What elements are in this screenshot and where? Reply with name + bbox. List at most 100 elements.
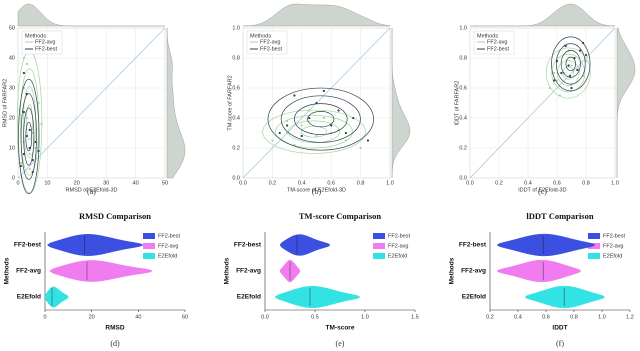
x-tick-label: 1.5 [411,314,419,320]
point [576,68,579,72]
legend-title: Methods [25,33,46,39]
density-contour [26,103,33,141]
chart-title: RMSD Comparison [79,211,151,221]
x-tick-label: 0.6 [327,180,335,186]
point [564,44,567,48]
y-tick-label: 50 [9,25,15,31]
point [22,110,25,114]
y-tick-label: 0.6 [459,85,467,91]
y-tick-label: FF2-best [14,242,42,249]
density-contour [294,103,348,136]
y-tick-label: 0.8 [459,55,467,61]
point [573,56,576,60]
legend-label: FF2-best [260,46,282,52]
legend-swatch [143,233,155,239]
legend-label: E2Efold [603,253,622,259]
x-tick-label: 0.0 [239,180,247,186]
point [579,49,582,52]
y-tick-label: 10 [9,145,15,151]
y-tick-label: 30 [9,85,15,91]
y-tick-label: 0.2 [232,145,240,151]
legend-label: FF2-avg [388,243,408,249]
legend-label: FF2-best [603,233,625,239]
point [300,124,303,127]
x-tick-label: 30 [103,180,109,186]
density-contour [545,47,591,99]
marginal-density [166,27,186,179]
y-tick-label: 1.0 [232,25,240,31]
marginal-density [470,3,616,27]
x-axis-label: RMSD of E2Efold-3D [66,187,118,193]
point [271,139,274,142]
density-contour [20,93,37,180]
violin [524,285,606,309]
point [34,140,37,144]
point [278,131,281,135]
legend-swatch [143,253,155,259]
point [25,62,28,66]
y-axis-label: TM-score of FARFAR2 [227,75,233,130]
density-contour [551,53,586,93]
x-tick-label: 0.6 [553,180,561,186]
point [25,116,28,120]
x-tick-label: 1.0 [611,180,619,186]
density-contour [280,95,361,143]
point [558,94,562,97]
y-tick-label: E2Efold [237,294,261,301]
marginal-density [616,27,636,178]
point [548,86,551,90]
violin [44,286,69,308]
density-contour [307,111,335,128]
y-tick-label: 20 [9,115,15,121]
legend-swatch [373,243,385,249]
point [570,64,573,67]
density-contour [262,109,366,154]
point [584,53,588,57]
y-axis-label: Methods [4,257,11,284]
x-tick-label: 60 [182,314,188,320]
chart-title: lDDT Comparison [526,211,593,221]
density-contour [300,125,328,138]
density-contour [551,36,591,92]
density-contour [23,107,35,166]
point [308,116,311,120]
point [19,164,23,168]
point [22,152,25,156]
x-axis-label: RMSD [105,325,124,332]
x-tick-label: 0.4 [524,180,532,186]
point [315,101,318,105]
point [286,131,289,135]
point [28,128,31,132]
point [22,71,25,75]
point [337,109,340,112]
point [582,41,585,45]
y-tick-label: 40 [9,55,15,61]
legend-box [21,30,63,55]
y-tick-label: 1.0 [459,25,467,31]
caption: (c) [538,187,547,196]
point [359,146,362,150]
marginal-density [242,3,391,27]
point [553,79,556,82]
legend-label: FF2-avg [487,39,507,45]
violin [279,234,331,256]
point [40,122,43,126]
x-axis-label: TM-score of E2Efold-3D [287,187,346,193]
x-tick-label: 0.2 [269,180,277,186]
y-tick-label: 0.0 [459,175,467,181]
x-tick-label: 0.0 [466,180,474,186]
point [286,124,289,127]
point [19,161,23,165]
point [553,71,556,75]
y-tick-label: 0.6 [232,85,240,91]
x-tick-label: 0.2 [486,314,494,320]
point [567,64,570,67]
y-tick-label: 0.8 [232,55,240,61]
violin [274,285,361,309]
legend-label: FF2-avg [158,243,178,249]
x-axis-label: lDDT of E2Efold-3D [518,187,566,193]
legend-swatch [588,253,600,259]
x-tick-label: 0.4 [514,314,522,320]
density-contour [267,87,374,151]
caption: (a) [87,187,96,196]
